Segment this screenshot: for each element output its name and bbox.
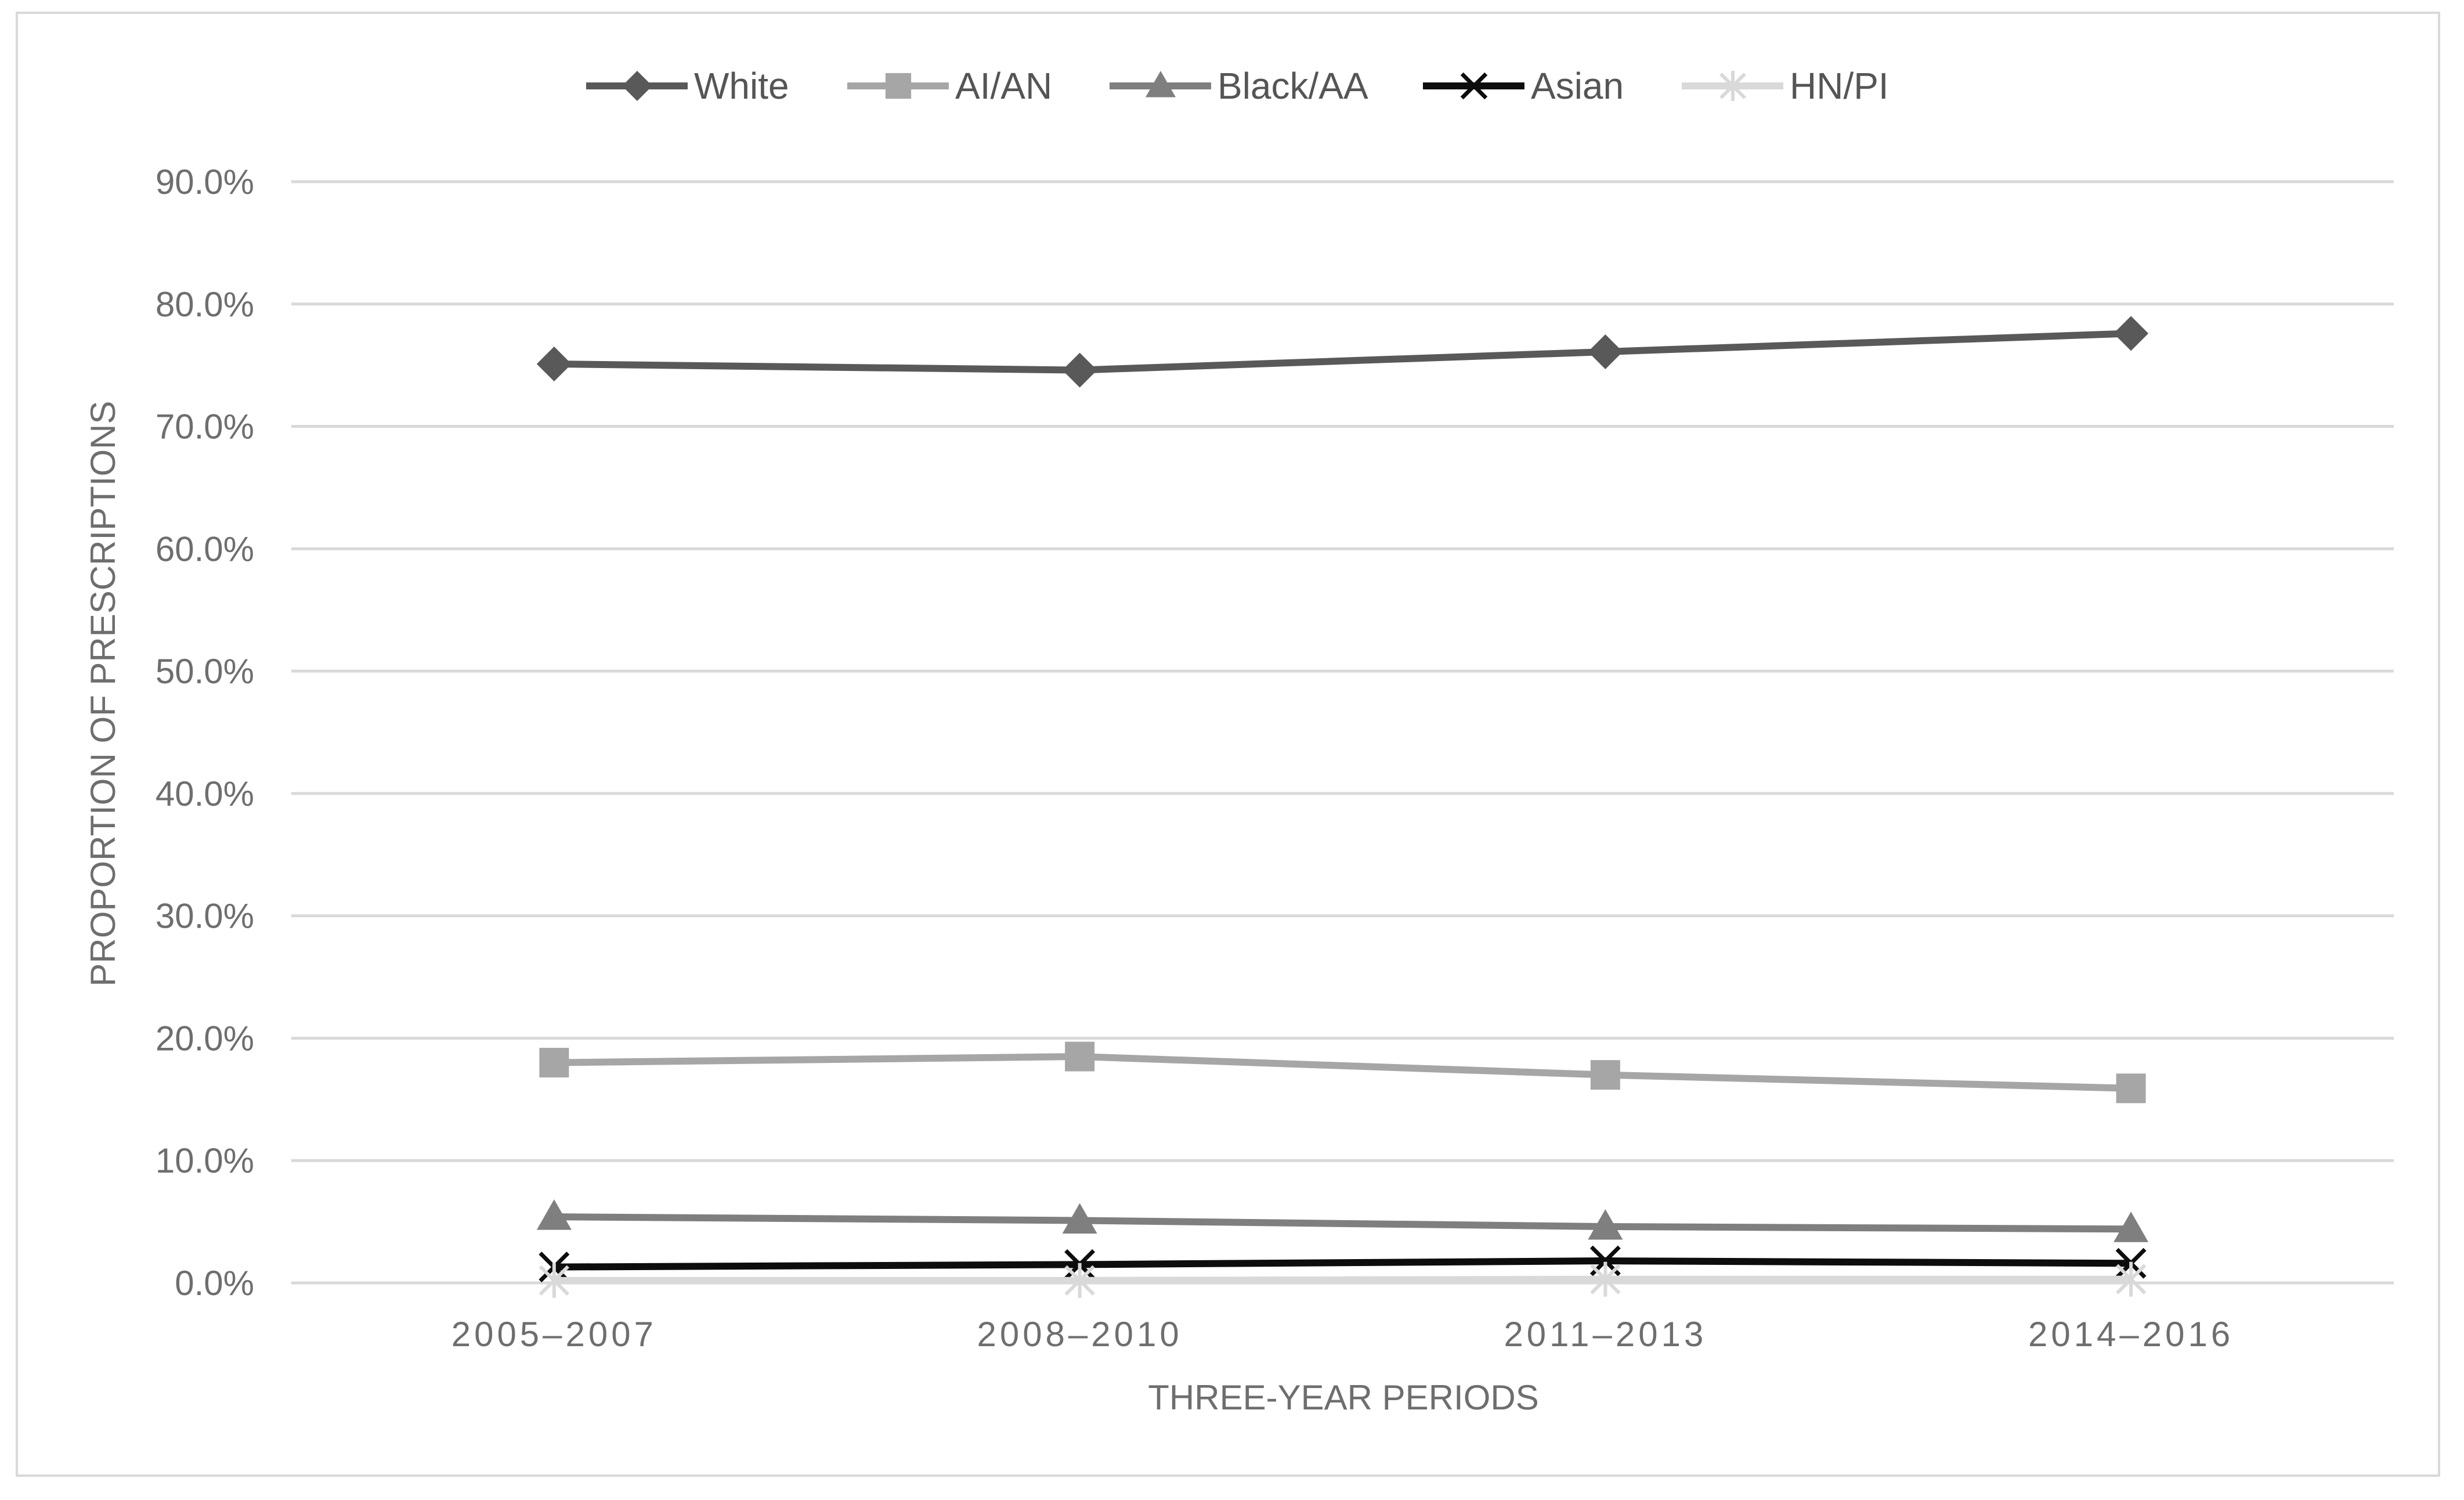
data-point bbox=[1146, 71, 1176, 98]
legend-item: White bbox=[586, 65, 789, 107]
legend-label: AI/AN bbox=[955, 65, 1052, 107]
y-tick-label: 30.0% bbox=[156, 897, 254, 936]
x-tick-label: 2008–2010 bbox=[977, 1315, 1182, 1354]
y-axis-title: PROPORTION OF PRESCRIPTIONS bbox=[84, 401, 122, 986]
y-tick-label: 90.0% bbox=[156, 163, 254, 201]
y-tick-label: 60.0% bbox=[156, 529, 254, 568]
series-line bbox=[554, 1213, 2131, 1233]
data-point bbox=[1588, 1209, 1623, 1240]
y-tick-label: 40.0% bbox=[156, 774, 254, 813]
y-tick-label: 10.0% bbox=[156, 1141, 254, 1180]
data-point bbox=[536, 1199, 572, 1230]
series-hn-pi bbox=[539, 1261, 2147, 1298]
gridlines bbox=[291, 180, 2394, 1285]
x-axis-title: THREE-YEAR PERIODS bbox=[1148, 1378, 1538, 1417]
series-ai-an bbox=[539, 1041, 2146, 1104]
data-point bbox=[1065, 1041, 1095, 1072]
data-point bbox=[1590, 1060, 1620, 1090]
y-tick-label: 50.0% bbox=[156, 652, 254, 691]
series-line bbox=[554, 1053, 2131, 1092]
data-point bbox=[885, 73, 912, 99]
data-point bbox=[1062, 352, 1097, 388]
x-tick-label: 2014–2016 bbox=[2028, 1315, 2234, 1354]
data-point bbox=[1062, 1203, 1097, 1234]
data-point bbox=[2116, 1261, 2147, 1297]
legend-item: Black/AA bbox=[1110, 65, 1368, 107]
series-line bbox=[554, 1257, 2131, 1271]
series-white bbox=[536, 316, 2149, 388]
data-point bbox=[2116, 1073, 2146, 1104]
series-line bbox=[554, 1275, 2131, 1284]
legend: White AI/AN Black/AA Asian HN/PI bbox=[586, 65, 1889, 107]
data-point bbox=[1064, 1263, 1095, 1298]
data-point bbox=[539, 1263, 569, 1298]
data-point bbox=[539, 1048, 569, 1078]
legend-label: White bbox=[694, 65, 789, 107]
data-point bbox=[1588, 334, 1623, 369]
series-lines bbox=[536, 316, 2149, 1298]
legend-label: HN/PI bbox=[1790, 65, 1889, 107]
chart-frame bbox=[16, 12, 2440, 1477]
x-axis-tick-labels: 2005–2007 2008–2010 2011–2013 2014–2016 bbox=[451, 1315, 2234, 1354]
data-point bbox=[1719, 71, 1746, 101]
y-tick-label: 70.0% bbox=[156, 408, 254, 446]
y-tick-label: 20.0% bbox=[156, 1019, 254, 1058]
series-black-aa bbox=[536, 1199, 2149, 1242]
data-point bbox=[2113, 1211, 2149, 1242]
data-point bbox=[1590, 1261, 1621, 1297]
legend-item: HN/PI bbox=[1682, 65, 1889, 107]
x-tick-label: 2011–2013 bbox=[1504, 1315, 1707, 1354]
legend-label: Black/AA bbox=[1217, 65, 1368, 107]
legend-label: Asian bbox=[1531, 65, 1624, 107]
legend-item: AI/AN bbox=[847, 65, 1052, 107]
data-point bbox=[2113, 316, 2149, 351]
data-point bbox=[536, 347, 572, 382]
y-axis-tick-labels: 0.0% 10.0% 20.0% 30.0% 40.0% 50.0% 60.0% 70.0% 8… bbox=[156, 163, 254, 1303]
x-tick-label: 2005–2007 bbox=[451, 1315, 657, 1354]
legend-item: Asian bbox=[1423, 65, 1624, 107]
data-point bbox=[1460, 72, 1488, 100]
series-line bbox=[554, 330, 2131, 374]
y-tick-label: 80.0% bbox=[156, 285, 254, 324]
y-tick-label: 0.0% bbox=[175, 1264, 254, 1303]
data-point bbox=[622, 71, 652, 101]
